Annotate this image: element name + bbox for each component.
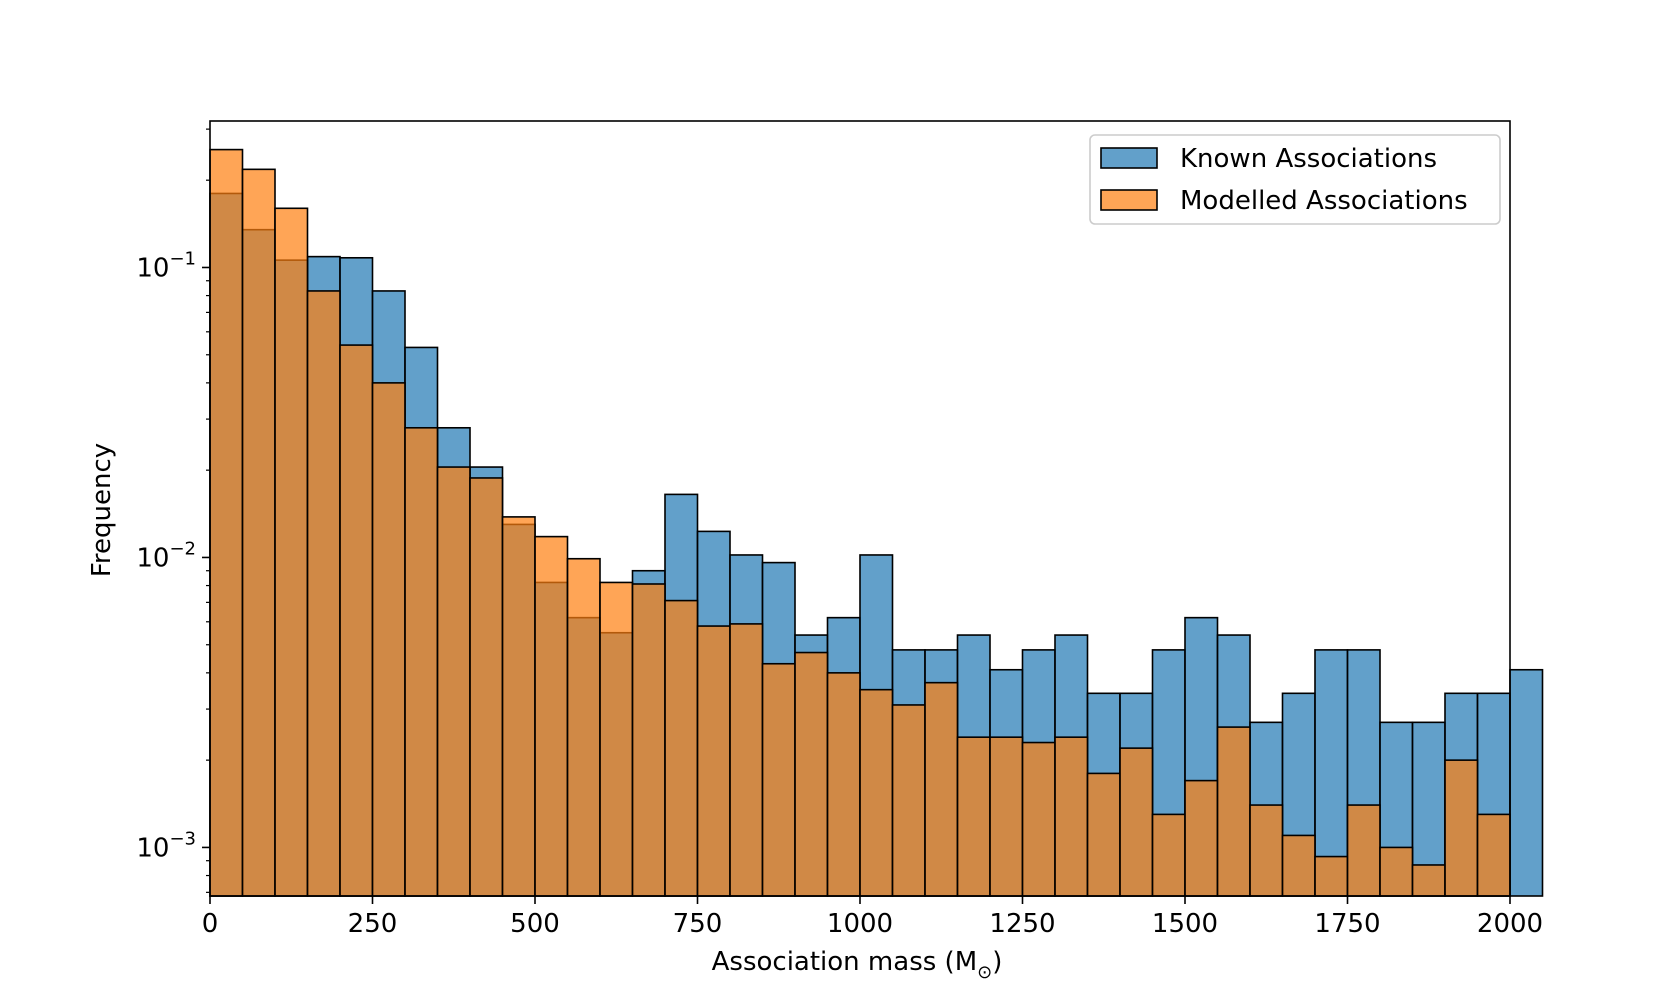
y-tick-label: 10−2 xyxy=(136,538,196,573)
bar-modelled-1 xyxy=(241,168,276,897)
bar-modelled-23 xyxy=(956,736,991,897)
y-axis-ticks: 10−1 10−2 10−3 xyxy=(136,128,210,893)
bar-modelled-22 xyxy=(924,681,959,897)
bar-modelled-18 xyxy=(794,651,829,897)
bar-modelled-25 xyxy=(1021,741,1056,897)
bar-modelled-2 xyxy=(274,207,309,897)
bar-modelled-29 xyxy=(1151,813,1186,897)
x-tick-label: 2000 xyxy=(1477,909,1543,939)
x-tick-label: 0 xyxy=(202,909,219,939)
x-tick-label: 1000 xyxy=(827,909,893,939)
y-tick-label: 10−3 xyxy=(136,828,196,863)
bar-modelled-8 xyxy=(469,477,504,897)
bar-modelled-5 xyxy=(371,382,406,897)
bar-modelled-38 xyxy=(1444,759,1479,897)
bar-modelled-13 xyxy=(631,583,666,897)
bar-modelled-32 xyxy=(1249,804,1284,897)
x-tick-label: 1750 xyxy=(1314,909,1380,939)
legend-label-known-associations: Known Associations xyxy=(1180,144,1437,174)
legend-swatch-known-associations xyxy=(1100,147,1158,169)
x-tick-label: 500 xyxy=(510,909,560,939)
bar-modelled-24 xyxy=(989,736,1024,897)
bar-modelled-28 xyxy=(1119,747,1154,897)
x-tick-label: 250 xyxy=(348,909,398,939)
bar-modelled-20 xyxy=(859,688,894,897)
bar-modelled-21 xyxy=(891,704,926,897)
x-axis-label-sun-symbol: ⊙ xyxy=(977,962,992,983)
legend: Known Associations Modelled Associations xyxy=(1089,134,1501,225)
x-tick-label: 1250 xyxy=(989,909,1055,939)
bar-modelled-34 xyxy=(1314,855,1349,897)
x-axis-label: Association mass (M⊙) xyxy=(712,947,1003,983)
legend-box xyxy=(1089,134,1501,225)
legend-swatch-modelled-associations xyxy=(1100,189,1158,211)
bar-modelled-7 xyxy=(436,466,471,897)
y-tick-label: 10−1 xyxy=(136,248,196,283)
y-axis-label: Frequency xyxy=(87,443,117,577)
bar-modelled-11 xyxy=(566,557,601,897)
bar-modelled-14 xyxy=(664,599,699,897)
bar-modelled-3 xyxy=(306,290,341,897)
bar-modelled-26 xyxy=(1054,736,1089,897)
bar-modelled-37 xyxy=(1411,864,1446,897)
bar-modelled-33 xyxy=(1281,834,1316,897)
bar-modelled-39 xyxy=(1476,813,1511,897)
bar-modelled-12 xyxy=(599,581,634,897)
x-tick-label: 750 xyxy=(673,909,723,939)
x-axis-ticks: 0 250 500 750 1000 1250 1500 1750 2000 xyxy=(202,896,1543,939)
bar-modelled-0 xyxy=(209,148,244,897)
bar-modelled-9 xyxy=(501,516,536,897)
bar-modelled-31 xyxy=(1216,726,1251,897)
bar-modelled-19 xyxy=(826,672,861,897)
x-axis-label-close: ) xyxy=(992,947,1002,977)
bar-modelled-30 xyxy=(1184,779,1219,897)
legend-label-modelled-associations: Modelled Associations xyxy=(1180,186,1468,216)
bar-modelled-10 xyxy=(534,535,569,897)
bar-modelled-15 xyxy=(696,625,731,897)
x-tick-label: 1500 xyxy=(1152,909,1218,939)
bar-modelled-35 xyxy=(1346,804,1381,897)
bar-modelled-6 xyxy=(404,426,439,897)
bar-modelled-16 xyxy=(729,623,764,897)
bar-known-40 xyxy=(1509,668,1544,897)
bar-modelled-4 xyxy=(339,344,374,897)
modelled-associations-bars xyxy=(209,148,1511,897)
bar-modelled-17 xyxy=(761,662,796,897)
bar-modelled-27 xyxy=(1086,772,1121,897)
bar-modelled-36 xyxy=(1379,846,1414,897)
